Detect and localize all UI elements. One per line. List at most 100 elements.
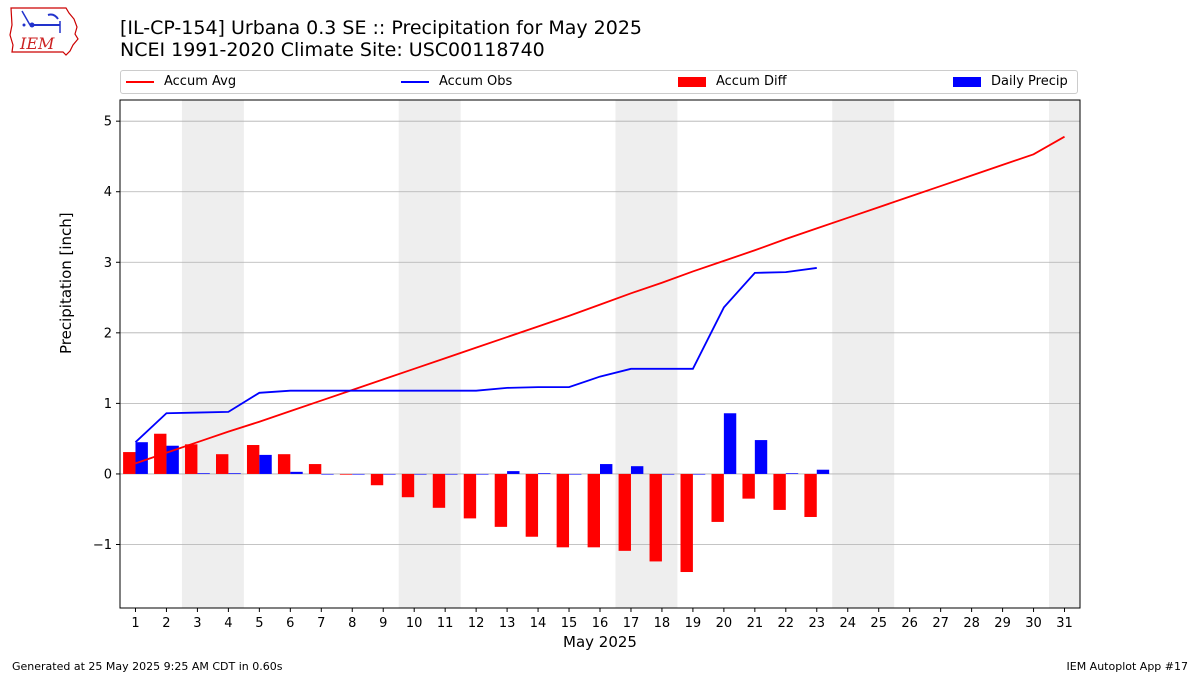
daily-precip-bar [352, 473, 365, 475]
x-axis-ticks: 1 2 3 4 5 6 7 8 9 10 11 12 13 14 15 16 17 18 19 20 21 22 23 24 2… [131, 608, 1073, 631]
x-tick-label: 27 [932, 616, 949, 631]
x-tick-label: 25 [870, 616, 887, 631]
legend-label: Accum Obs [439, 74, 513, 89]
daily-precip-bar [228, 473, 241, 474]
daily-precip-bar [538, 473, 551, 474]
accum-diff-bar [649, 473, 662, 562]
accum-diff-bar [711, 473, 724, 522]
accum-diff-bar [525, 473, 539, 537]
y-tick-label: 5 [104, 115, 112, 130]
accum-diff-bar [216, 454, 229, 474]
x-tick-label: 30 [1025, 616, 1042, 631]
daily-precip-bar [723, 413, 737, 474]
daily-precip-bar [692, 473, 706, 475]
daily-precip-bar [507, 471, 520, 474]
y-axis-ticks: −1 0 1 2 3 4 5 [93, 115, 120, 553]
weekend-band [398, 100, 461, 608]
daily-precip-bar [135, 442, 148, 474]
x-tick-label: 15 [561, 616, 578, 631]
daily-precip-bar [600, 464, 613, 474]
generated-timestamp: Generated at 25 May 2025 9:25 AM CDT in … [12, 660, 283, 673]
accum-diff-bar [185, 444, 198, 474]
x-tick-label: 13 [499, 616, 516, 631]
accum-diff-bar [370, 473, 384, 486]
accum-diff-bar [308, 464, 322, 474]
accum-diff-bar [680, 473, 693, 573]
x-tick-label: 11 [437, 616, 454, 631]
accum-diff-bar [742, 473, 755, 499]
x-tick-label: 28 [963, 616, 980, 631]
accum-diff-bar [773, 473, 786, 510]
accum-diff-bar [804, 473, 817, 517]
iem-iowa-logo-icon: IEM [9, 7, 79, 56]
legend: Accum Avg Accum Obs Accum Diff Daily Pre… [120, 70, 1078, 94]
daily-precip-bar [290, 471, 303, 474]
chart-subtitle: NCEI 1991-2020 Climate Site: USC00118740 [120, 39, 545, 61]
x-tick-label: 29 [994, 616, 1011, 631]
y-tick-label: 4 [104, 185, 112, 200]
daily-precip-bar [754, 440, 768, 474]
x-tick-label: 9 [379, 616, 387, 631]
x-tick-label: 7 [317, 616, 325, 631]
weekend-band [832, 100, 895, 608]
x-tick-label: 19 [685, 616, 702, 631]
y-tick-label: 0 [104, 467, 112, 482]
legend-swatch-daily-precip [953, 76, 981, 87]
svg-text:IEM: IEM [19, 34, 55, 53]
x-tick-label: 17 [623, 616, 640, 631]
x-tick-label: 12 [468, 616, 485, 631]
y-tick-label: 2 [104, 326, 112, 341]
accum-diff-bar [463, 473, 477, 519]
legend-swatch-accum-avg [126, 80, 154, 83]
daily-precip-bar [445, 473, 458, 475]
x-tick-label: 22 [778, 616, 795, 631]
legend-item-accum-obs: Accum Obs [401, 74, 512, 92]
weekend-band [1049, 100, 1080, 608]
x-tick-label: 20 [716, 616, 733, 631]
x-tick-label: 10 [406, 616, 423, 631]
accum-diff-bar [401, 473, 415, 498]
accum-diff-bar [246, 445, 260, 474]
daily-precip-bar [816, 469, 830, 474]
daily-precip-bar [476, 473, 489, 475]
y-tick-label: 3 [104, 256, 112, 271]
y-tick-label: −1 [93, 538, 112, 553]
daily-precip-bar [661, 473, 675, 475]
x-tick-label: 16 [592, 616, 609, 631]
daily-precip-bar [166, 445, 179, 474]
daily-precip-bar [383, 473, 396, 475]
y-tick-label: 1 [104, 397, 112, 412]
accum-diff-bar [494, 473, 508, 527]
x-tick-label: 18 [654, 616, 671, 631]
daily-precip-bar [785, 473, 799, 474]
daily-precip-bars [135, 413, 830, 475]
x-tick-label: 23 [809, 616, 826, 631]
weekend-shading [181, 100, 1080, 608]
x-tick-label: 31 [1056, 616, 1073, 631]
accum-diff-bar [556, 473, 570, 548]
legend-label: Accum Avg [164, 74, 237, 89]
chart-title: [IL-CP-154] Urbana 0.3 SE :: Precipitati… [120, 17, 642, 39]
accum-diff-bar [587, 473, 600, 548]
daily-precip-bar [569, 473, 582, 475]
legend-label: Accum Diff [716, 74, 787, 89]
x-tick-label: 6 [286, 616, 294, 631]
accum-diff-bar [618, 473, 631, 551]
app-id: IEM Autoplot App #17 [1066, 660, 1189, 673]
accum-obs-line [134, 267, 817, 443]
y-axis-label: Precipitation [inch] [57, 212, 75, 354]
daily-precip-bar [414, 473, 427, 475]
accum-diff-bars [123, 433, 817, 573]
weekend-band [181, 100, 244, 608]
accum-avg-line [135, 135, 1065, 465]
x-tick-label: 1 [131, 616, 139, 631]
legend-item-daily-precip: Daily Precip [953, 74, 1068, 92]
iem-logo: IEM [8, 5, 80, 61]
x-tick-label: 24 [839, 616, 856, 631]
x-axis-label: May 2025 [563, 633, 637, 651]
accum-diff-bar [339, 473, 353, 475]
x-tick-label: 3 [193, 616, 201, 631]
x-tick-label: 2 [162, 616, 170, 631]
legend-label: Daily Precip [991, 74, 1068, 89]
